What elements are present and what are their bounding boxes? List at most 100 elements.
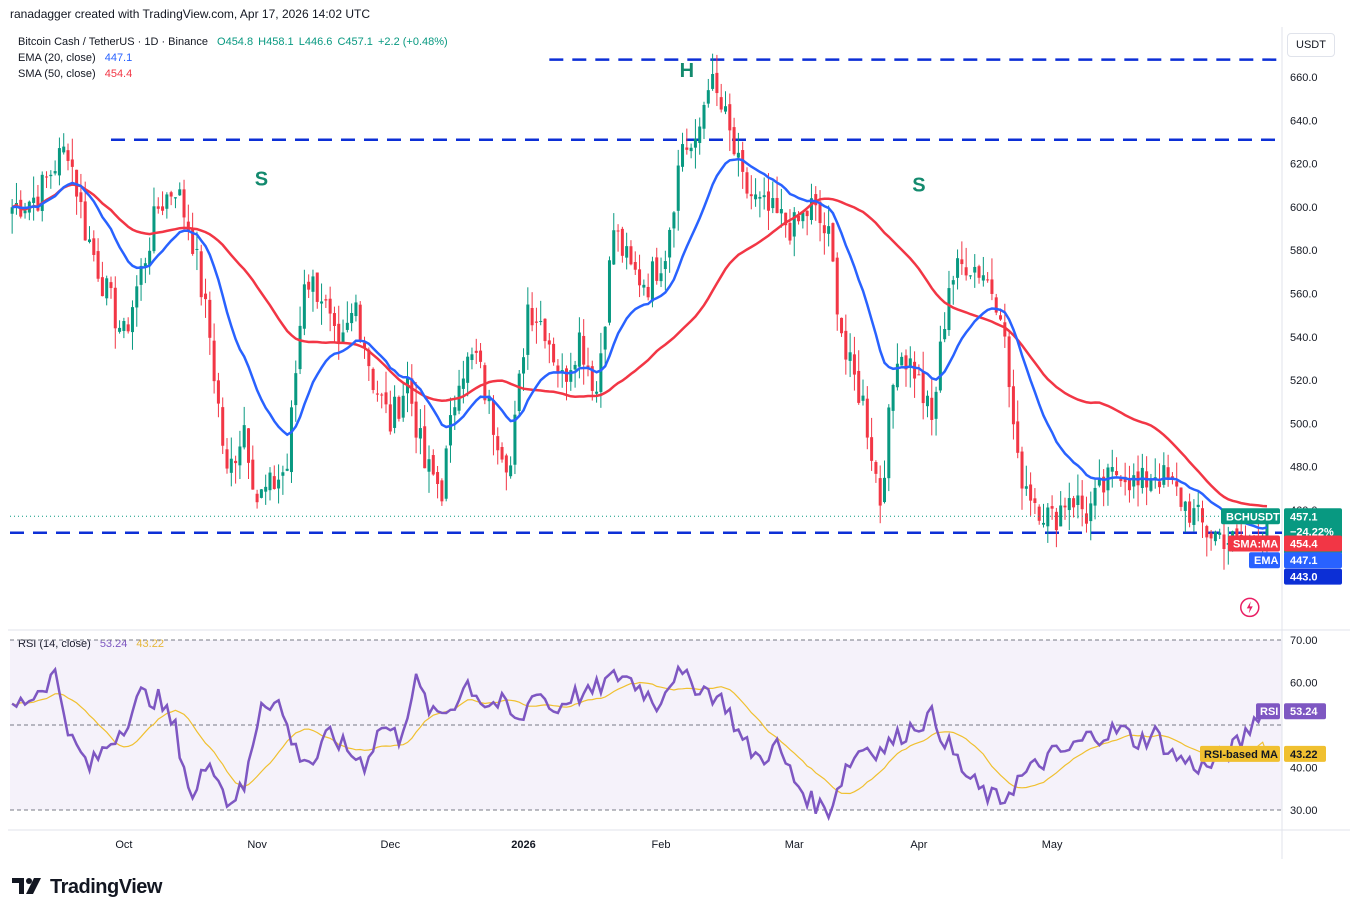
price-tag-label: SMA:MA (1233, 539, 1278, 551)
rsi-tag-value: 53.24 (1290, 706, 1318, 718)
tradingview-logo[interactable]: TradingView (12, 876, 162, 899)
candle-body (328, 298, 332, 314)
rsi-legend[interactable]: RSI (14, close) 53.24 43.22 (18, 638, 164, 650)
ema-legend[interactable]: EMA (20, close) 447.1 (18, 52, 132, 64)
candle-body (951, 280, 955, 285)
candle-body (474, 350, 478, 353)
candle-body (388, 404, 392, 432)
candle-body (745, 172, 749, 194)
rsi-tag-label: RSI (1260, 706, 1278, 718)
candle-body (182, 189, 186, 218)
sma-50-line (11, 183, 1268, 508)
candle-body (1050, 506, 1054, 509)
candle-body (994, 297, 998, 313)
candle-body (999, 315, 1003, 320)
candle-body (294, 373, 298, 406)
candle-body (1119, 477, 1123, 482)
candle-body (900, 356, 904, 366)
candle-body (766, 191, 770, 211)
rsi-line (11, 664, 1268, 822)
candle-body (264, 486, 268, 492)
candle-body (517, 373, 521, 412)
candle-body (1097, 479, 1101, 486)
candle-body (569, 370, 573, 382)
candle-body (543, 318, 547, 342)
candle-body (612, 230, 616, 265)
candle-body (298, 325, 302, 370)
candle-body (917, 374, 921, 376)
candle-body (204, 293, 208, 300)
candle-body (775, 197, 779, 214)
candle-body (238, 446, 242, 466)
ema-20-line (11, 157, 1268, 530)
pattern-label: S (912, 175, 925, 197)
price-tick-label: 580.0 (1290, 245, 1318, 257)
candle-body (1011, 386, 1015, 425)
candle-body (225, 449, 229, 469)
rsi-tick-label: 70.00 (1290, 635, 1318, 647)
sma-legend[interactable]: SMA (50, close) 454.4 (18, 68, 132, 80)
candle-body (1089, 503, 1093, 522)
currency-button[interactable]: USDT (1287, 33, 1335, 57)
time-tick-label: Nov (247, 839, 267, 851)
candle-body (156, 206, 160, 209)
candle-body (70, 159, 74, 167)
lightning-event-icon-bolt (1246, 601, 1253, 614)
time-tick-label: Feb (652, 839, 671, 851)
price-tick-label: 480.0 (1290, 462, 1318, 474)
price-tag-label: BCHUSDT (1226, 511, 1280, 523)
candle-body (83, 201, 87, 241)
candle-body (857, 370, 861, 403)
candle-body (754, 194, 758, 200)
candle-body (130, 307, 134, 333)
candle-body (925, 395, 929, 407)
candle-body (788, 222, 792, 241)
candle-body (1115, 471, 1119, 476)
rsi-label: RSI (14, close) (18, 638, 91, 650)
candle-body (564, 368, 569, 382)
price-tag-box (1284, 568, 1342, 585)
time-tick-label: Dec (381, 839, 401, 851)
rsi-ma-tag-value: 43.22 (1290, 749, 1318, 761)
candle-body (895, 363, 899, 388)
candle-body (865, 398, 869, 438)
price-tag-box (1284, 552, 1342, 569)
ema-value: 447.1 (104, 52, 133, 64)
symbol-name[interactable]: Bitcoin Cash / TetherUS · 1D · Binance (18, 36, 208, 48)
candle-body (277, 479, 281, 489)
candle-body (350, 312, 354, 324)
candle-body (1041, 522, 1046, 525)
candle-body (1192, 508, 1196, 525)
candle-body (1170, 476, 1174, 479)
candle-body (539, 320, 543, 322)
candle-body (1265, 516, 1269, 538)
candle-body (827, 226, 831, 234)
high-value: H458.1 (258, 36, 294, 48)
candle-body (981, 275, 985, 281)
candle-body (526, 304, 530, 355)
candle-body (719, 97, 723, 110)
candle-body (595, 391, 599, 394)
candle-body (191, 229, 195, 254)
candle-body (251, 459, 255, 490)
price-tag-box (1284, 535, 1342, 552)
candle-body (148, 250, 152, 266)
candle-body (560, 370, 564, 372)
candle-body (126, 324, 130, 332)
price-tag-label: EMA (1254, 555, 1279, 567)
candle-body (758, 196, 762, 199)
candle-body (1076, 495, 1080, 506)
candle-body (10, 207, 14, 214)
candle-body (1196, 504, 1200, 507)
price-tick-label: 540.0 (1290, 332, 1318, 344)
candle-body (642, 284, 646, 288)
candle-body (960, 259, 964, 265)
candle-body (676, 165, 680, 211)
candle-body (212, 340, 216, 382)
candle-body (973, 266, 977, 273)
candle-body (1149, 480, 1153, 491)
candle-body (1033, 498, 1037, 503)
close-value: C457.1 (337, 36, 373, 48)
candle-body (178, 189, 182, 196)
